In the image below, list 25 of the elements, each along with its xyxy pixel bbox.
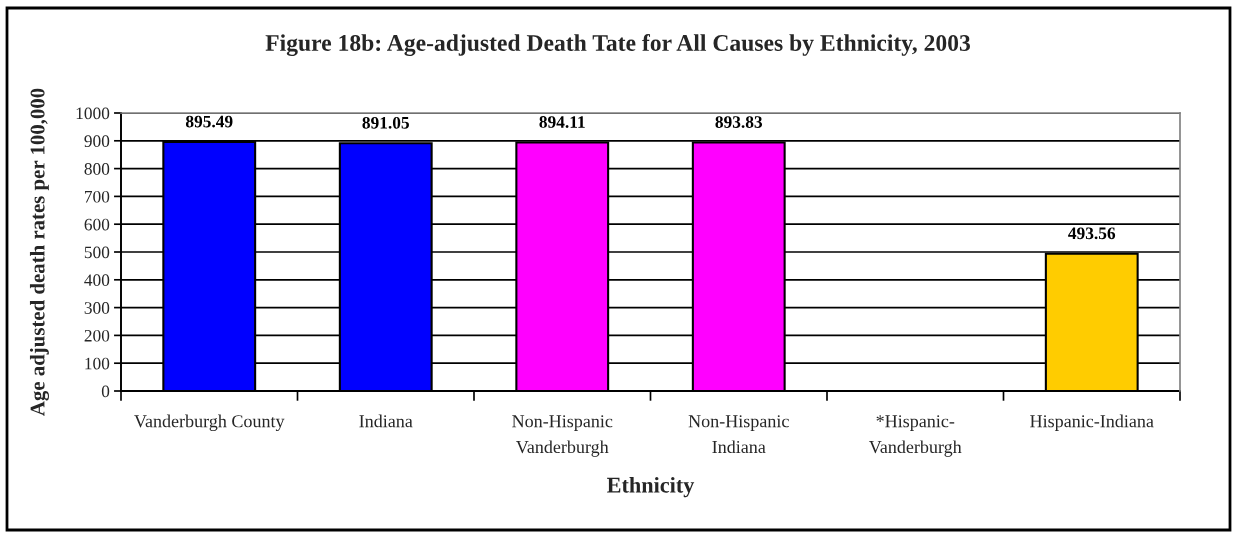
data-label: 891.05 xyxy=(362,116,409,129)
chart-title: Figure 18b: Age-adjusted Death Tate for All Causes by Ethnicity, 2003 xyxy=(265,34,970,56)
y-axis-title: Age adjusted death rates per 100,000 xyxy=(29,88,49,416)
y-tick-label: 500 xyxy=(84,246,110,259)
x-tick-label: Non-Hispanic Vanderburgh xyxy=(512,415,613,457)
x-tick-label: Vanderburgh County xyxy=(134,414,285,432)
y-tick-label: 900 xyxy=(84,135,110,147)
y-tick-label: 700 xyxy=(84,190,110,203)
data-label: 493.56 xyxy=(1068,227,1116,240)
data-label: 894.11 xyxy=(539,116,585,128)
x-tick-label: Non-Hispanic Indiana xyxy=(688,415,789,454)
y-tick-label: 800 xyxy=(84,163,110,175)
x-tick-label: Hispanic-Indiana xyxy=(1030,414,1154,431)
y-tick-label: 400 xyxy=(84,274,110,286)
y-tick-label: 200 xyxy=(84,329,110,342)
y-tick-label: 1000 xyxy=(76,107,110,120)
y-tick-label: 0 xyxy=(101,385,110,398)
data-label: 895.49 xyxy=(185,115,233,128)
y-tick-label: 100 xyxy=(85,357,110,370)
x-tick-label: *Hispanic- Vanderburgh xyxy=(868,415,962,457)
y-tick-label: 300 xyxy=(84,302,110,314)
y-tick-label: 600 xyxy=(84,218,110,231)
x-axis-title: Ethnicity xyxy=(607,477,695,498)
data-label: 893.83 xyxy=(715,116,763,128)
x-tick-label: Indiana xyxy=(359,414,413,428)
